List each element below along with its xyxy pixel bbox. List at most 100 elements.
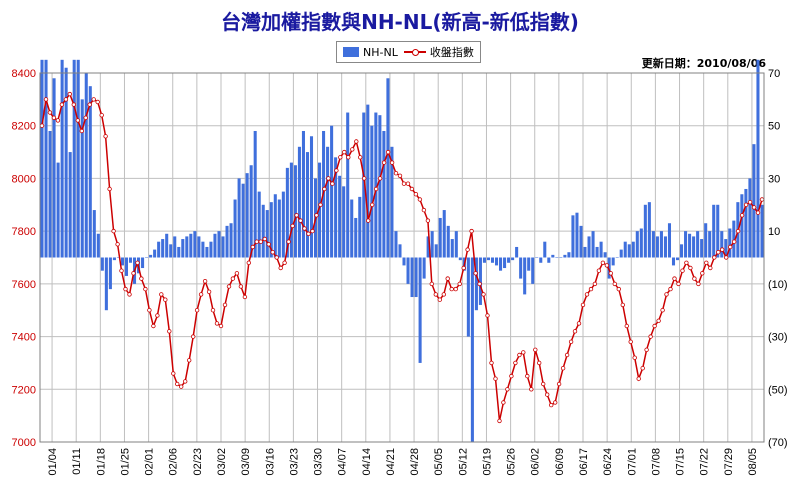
x-tick-label: 07/15 bbox=[675, 448, 687, 476]
nhnl-bar bbox=[149, 254, 153, 258]
close-index-point bbox=[409, 186, 415, 192]
nhnl-bar bbox=[225, 225, 229, 258]
nhnl-bar bbox=[60, 59, 64, 258]
close-index-point bbox=[413, 191, 419, 197]
nhnl-bar bbox=[370, 125, 374, 258]
nhnl-bar bbox=[700, 239, 704, 258]
nhnl-bar bbox=[450, 239, 454, 258]
close-index-point bbox=[604, 263, 610, 268]
x-tick-label: 05/19 bbox=[481, 448, 493, 476]
nhnl-bar bbox=[430, 231, 434, 258]
close-index-point bbox=[616, 286, 621, 292]
close-index-point bbox=[505, 387, 510, 392]
nhnl-bar bbox=[619, 249, 623, 258]
close-index-point bbox=[206, 289, 212, 294]
nhnl-bar bbox=[599, 241, 603, 258]
nhnl-bar bbox=[153, 249, 157, 258]
nhnl-bar bbox=[595, 246, 599, 258]
legend-item-bars: NH-NL bbox=[343, 46, 398, 59]
nhnl-bar bbox=[567, 252, 571, 258]
close-index-point bbox=[115, 242, 120, 247]
right-tick-label: 70 bbox=[768, 68, 780, 80]
nhnl-bar bbox=[639, 228, 643, 258]
close-index-point bbox=[127, 292, 132, 297]
nhnl-bar bbox=[692, 236, 696, 258]
right-tick-label: (70) bbox=[768, 437, 788, 449]
close-index-point bbox=[51, 115, 57, 120]
close-index-point bbox=[560, 366, 566, 371]
close-index-point bbox=[377, 176, 383, 181]
close-index-point bbox=[314, 213, 319, 218]
close-index-point bbox=[596, 268, 602, 273]
nhnl-bar bbox=[684, 231, 688, 258]
nhnl-bar bbox=[326, 146, 330, 258]
nhnl-bar bbox=[52, 78, 56, 258]
close-index-point bbox=[43, 97, 49, 102]
nhnl-bar bbox=[189, 233, 193, 258]
nhnl-bar bbox=[366, 104, 370, 258]
nhnl-bar bbox=[281, 191, 285, 258]
nhnl-bar bbox=[76, 59, 80, 258]
nhnl-bar bbox=[490, 257, 495, 263]
nhnl-bar bbox=[732, 220, 736, 258]
close-index-point bbox=[568, 339, 574, 344]
nhnl-bar bbox=[647, 202, 651, 258]
chart-title: 台灣加權指數與NH-NL(新高-新低指數) bbox=[221, 10, 579, 34]
close-index-point bbox=[226, 284, 232, 289]
nhnl-bar bbox=[446, 225, 450, 258]
close-index-point bbox=[461, 265, 466, 271]
close-index-point bbox=[485, 313, 490, 318]
close-index-point bbox=[580, 302, 586, 308]
nhnl-bar bbox=[515, 246, 519, 258]
nhnl-bar bbox=[680, 244, 684, 258]
nhnl-bar bbox=[56, 162, 60, 258]
nhnl-bar bbox=[318, 162, 322, 258]
nhnl-bar bbox=[523, 257, 527, 295]
nhnl-bar bbox=[438, 217, 442, 258]
left-tick-label: 7400 bbox=[12, 332, 36, 344]
x-tick-label: 06/09 bbox=[554, 448, 566, 476]
close-index-point bbox=[549, 402, 554, 408]
close-index-point bbox=[743, 202, 749, 207]
close-index-point bbox=[163, 297, 168, 302]
left-tick-label: 8400 bbox=[12, 68, 36, 80]
close-index-point bbox=[370, 202, 375, 207]
close-index-point bbox=[692, 276, 697, 281]
close-index-point bbox=[393, 170, 399, 176]
close-index-point bbox=[732, 239, 737, 244]
close-index-point bbox=[433, 292, 438, 297]
left-tick-label: 8200 bbox=[12, 121, 36, 133]
close-index-point bbox=[250, 244, 255, 250]
nhnl-bar bbox=[535, 257, 539, 258]
nhnl-bar bbox=[539, 257, 543, 263]
nhnl-bar bbox=[181, 239, 185, 258]
legend: NH-NL 收盤指數 bbox=[336, 41, 481, 63]
nhnl-bar bbox=[756, 59, 760, 258]
x-tick-label: 07/01 bbox=[626, 448, 638, 476]
close-index-point bbox=[700, 271, 705, 276]
close-index-point bbox=[178, 384, 184, 389]
close-index-point bbox=[501, 400, 506, 405]
close-index-point bbox=[592, 281, 598, 287]
close-index-point bbox=[131, 271, 136, 276]
x-tick-label: 06/24 bbox=[602, 448, 614, 476]
close-index-point bbox=[334, 168, 339, 173]
nhnl-bar bbox=[511, 257, 515, 261]
nhnl-bar bbox=[631, 241, 635, 258]
nhnl-bar bbox=[607, 257, 611, 279]
nhnl-bar bbox=[724, 239, 728, 258]
nhnl-bar bbox=[277, 199, 281, 258]
nhnl-bar bbox=[362, 112, 366, 258]
close-index-point bbox=[588, 286, 594, 292]
close-index-point bbox=[302, 226, 307, 231]
left-tick-label: 7800 bbox=[12, 226, 36, 238]
right-tick-label: (30) bbox=[768, 332, 788, 344]
close-index-point bbox=[330, 181, 335, 186]
nhnl-bar bbox=[531, 257, 535, 284]
nhnl-bar bbox=[237, 178, 241, 258]
nhnl-bar bbox=[474, 257, 478, 311]
close-index-point bbox=[397, 173, 403, 178]
nhnl-bar bbox=[559, 257, 563, 258]
x-tick-label: 02/01 bbox=[144, 448, 156, 476]
